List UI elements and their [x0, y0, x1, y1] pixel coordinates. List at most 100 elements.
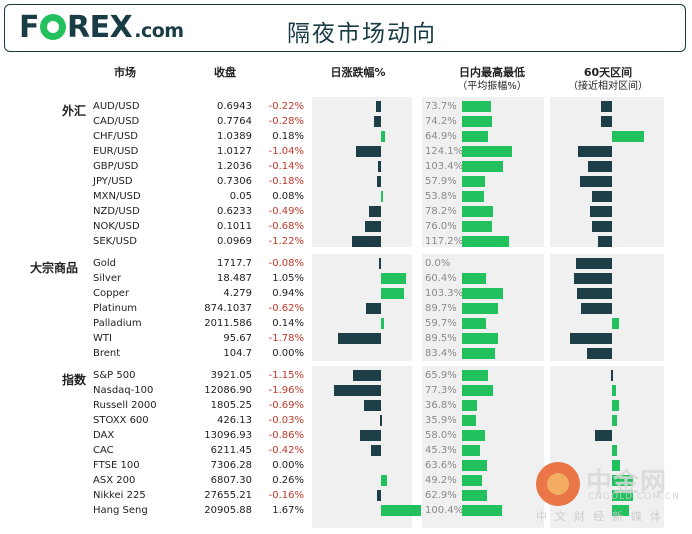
- table-row: STOXX 600 426.13 -0.03% 35.9%: [0, 413, 692, 428]
- instrument-name: S&P 500: [93, 370, 136, 381]
- range-bar: [462, 370, 489, 381]
- close-value: 0.6233: [217, 206, 252, 217]
- range-bar: [462, 273, 487, 284]
- close-value: 13096.93: [204, 430, 252, 441]
- range-label: 36.8%: [425, 400, 457, 411]
- range-bar: [462, 400, 477, 411]
- instrument-name: Silver: [93, 273, 122, 284]
- range-label: 49.2%: [425, 475, 457, 486]
- zone-bar: [588, 161, 612, 172]
- logo-letters-rex: REX: [67, 10, 133, 45]
- zone-bar: [592, 221, 612, 232]
- close-value: 18.487: [217, 273, 252, 284]
- change-bar: [381, 288, 404, 299]
- instrument-name: Palladium: [93, 318, 142, 329]
- zone-bar: [589, 206, 612, 217]
- range-bar: [462, 318, 486, 329]
- table-row: AUD/USD 0.6943 -0.22% 73.7%: [0, 99, 692, 114]
- change-label: -0.14%: [268, 161, 304, 172]
- table-row: NOK/USD 0.1011 -0.68% 76.0%: [0, 219, 692, 234]
- instrument-name: Brent: [93, 348, 121, 359]
- range-label: 64.9%: [425, 131, 457, 142]
- range-label: 53.8%: [425, 191, 457, 202]
- change-bar: [356, 146, 381, 157]
- close-value: 0.6943: [217, 101, 252, 112]
- table-row: CAC 6211.45 -0.42% 45.3%: [0, 443, 692, 458]
- change-bar: [377, 490, 381, 501]
- col-header-range: 日内最高最低: [459, 66, 525, 79]
- zone-bar: [577, 288, 612, 299]
- close-value: 20905.88: [204, 505, 252, 516]
- instrument-name: GBP/USD: [93, 161, 139, 172]
- range-bar: [462, 191, 484, 202]
- change-panel: [312, 97, 412, 247]
- instrument-name: SEK/USD: [93, 236, 137, 247]
- table-row: EUR/USD 1.0127 -1.04% 124.1%: [0, 144, 692, 159]
- change-label: -0.22%: [268, 101, 304, 112]
- close-value: 4.279: [223, 288, 252, 299]
- forex-logo: F REX .com: [19, 13, 184, 46]
- header-bar: F REX .com 隔夜市场动向: [4, 4, 686, 52]
- zone-bar: [597, 236, 612, 247]
- range-bar: [462, 176, 486, 187]
- change-bar: [338, 333, 381, 344]
- range-bar: [462, 445, 481, 456]
- section-label: 指数: [62, 373, 87, 387]
- change-label: -1.22%: [268, 236, 304, 247]
- watermark-logo-icon: [536, 462, 580, 506]
- col-subheader-range: （平均振幅%）: [457, 81, 527, 92]
- change-label: 0.00%: [272, 348, 304, 359]
- range-label: 63.6%: [425, 460, 457, 471]
- watermark-url: CNGOLD.COM.CN: [588, 492, 680, 502]
- range-label: 35.9%: [425, 415, 457, 426]
- zone-bar: [574, 273, 612, 284]
- range-bar: [462, 385, 493, 396]
- instrument-name: FTSE 100: [93, 460, 140, 471]
- zone-bar: [592, 191, 612, 202]
- logo-o-icon: [40, 14, 66, 40]
- table-row: S&P 500 3921.05 -1.15% 65.9%: [0, 368, 692, 383]
- instrument-name: JPY/USD: [93, 176, 133, 187]
- change-label: -0.28%: [268, 116, 304, 127]
- range-label: 0.0%: [425, 258, 451, 269]
- range-bar: [462, 505, 503, 516]
- table-row: DAX 13096.93 -0.86% 58.0%: [0, 428, 692, 443]
- change-label: -0.08%: [268, 258, 304, 269]
- change-bar: [381, 475, 388, 486]
- zone-bar: [611, 370, 614, 381]
- instrument-name: Platinum: [93, 303, 138, 314]
- change-label: -1.15%: [268, 370, 304, 381]
- range-label: 103.3%: [425, 288, 464, 299]
- change-label: 0.00%: [272, 460, 304, 471]
- instrument-name: CHF/USD: [93, 131, 138, 142]
- close-value: 2011.586: [204, 318, 252, 329]
- change-bar: [379, 258, 382, 269]
- change-bar: [364, 221, 381, 232]
- instrument-name: AUD/USD: [93, 101, 140, 112]
- close-value: 6807.30: [210, 475, 252, 486]
- change-label: -0.03%: [268, 415, 304, 426]
- change-bar: [381, 318, 385, 329]
- change-label: 0.18%: [272, 131, 304, 142]
- change-label: -1.04%: [268, 146, 304, 157]
- change-bar: [351, 236, 381, 247]
- instrument-name: Hang Seng: [93, 505, 148, 516]
- close-value: 7306.28: [210, 460, 252, 471]
- watermark: 中金网 CNGOLD.COM.CN 中文财经新媒体: [532, 460, 682, 526]
- zone-bar: [579, 176, 612, 187]
- change-bar: [377, 161, 381, 172]
- table-row: WTI 95.67 -1.78% 89.5%: [0, 331, 692, 346]
- table-row: Copper 4.279 0.94% 103.3%: [0, 286, 692, 301]
- instrument-name: EUR/USD: [93, 146, 139, 157]
- range-label: 89.7%: [425, 303, 457, 314]
- close-value: 1805.25: [210, 400, 252, 411]
- table-row: Nasdaq-100 12086.90 -1.96% 77.3%: [0, 383, 692, 398]
- range-label: 117.2%: [425, 236, 464, 247]
- range-bar: [462, 490, 488, 501]
- table-row: Russell 2000 1805.25 -0.69% 36.8%: [0, 398, 692, 413]
- instrument-name: NOK/USD: [93, 221, 140, 232]
- range-label: 124.1%: [425, 146, 464, 157]
- table-row: Silver 18.487 1.05% 60.4%: [0, 271, 692, 286]
- close-value: 426.13: [217, 415, 252, 426]
- change-label: 0.08%: [272, 191, 304, 202]
